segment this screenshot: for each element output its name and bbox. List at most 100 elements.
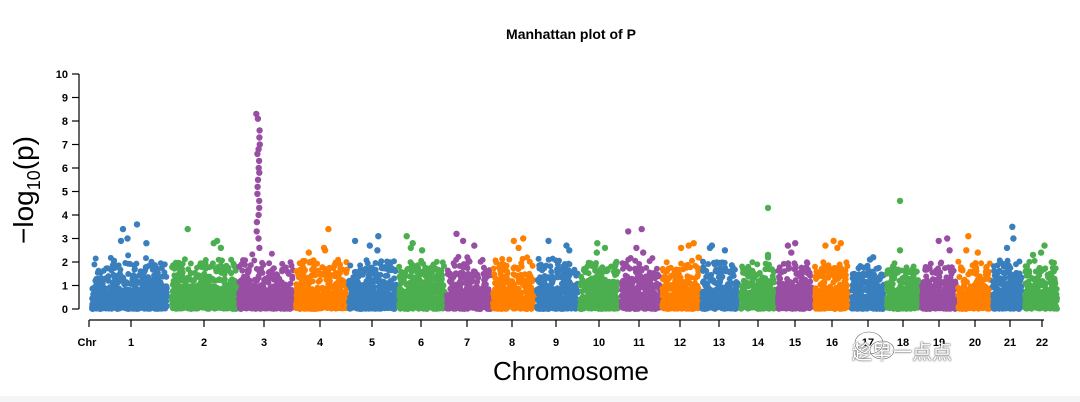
data-point	[435, 266, 442, 273]
data-point	[256, 268, 263, 275]
data-point	[317, 298, 324, 305]
data-point	[171, 298, 178, 305]
peak-point	[418, 247, 426, 254]
data-point	[632, 296, 639, 303]
data-point	[622, 290, 629, 296]
data-point	[155, 278, 162, 285]
data-point	[414, 268, 420, 275]
data-point	[209, 260, 216, 267]
data-point	[367, 291, 374, 298]
peak-point	[510, 237, 517, 245]
data-point	[503, 268, 510, 275]
data-point	[594, 301, 601, 308]
data-point	[540, 296, 547, 303]
data-point	[245, 281, 252, 288]
peak-point	[351, 237, 359, 245]
data-point	[626, 284, 632, 291]
data-point	[90, 295, 97, 302]
peak-point	[124, 235, 131, 242]
data-point	[410, 299, 417, 306]
peak-point	[640, 249, 647, 256]
data-point	[125, 271, 132, 277]
data-point	[177, 277, 184, 284]
data-point	[475, 274, 482, 281]
data-point	[189, 294, 196, 301]
data-point	[418, 294, 425, 301]
data-point	[492, 257, 499, 264]
data-point	[547, 274, 554, 281]
data-point	[318, 305, 325, 312]
data-point	[457, 281, 464, 288]
data-point	[266, 260, 273, 267]
data-point	[172, 305, 179, 312]
data-point	[433, 258, 440, 265]
data-point	[397, 303, 403, 310]
data-point	[138, 278, 145, 285]
data-point	[355, 280, 362, 287]
data-point	[279, 266, 286, 273]
data-point	[426, 304, 433, 311]
data-point	[334, 290, 341, 297]
peak-point	[566, 247, 573, 254]
data-point	[272, 298, 279, 304]
peak-point	[255, 235, 262, 242]
data-points	[89, 110, 1060, 312]
peak-point	[253, 228, 260, 235]
data-point	[650, 284, 657, 291]
data-point	[336, 285, 343, 292]
data-point	[190, 282, 196, 289]
data-point	[268, 250, 275, 257]
data-point	[111, 286, 118, 293]
data-point	[251, 257, 258, 264]
data-point	[595, 295, 602, 302]
chr-5-points	[346, 233, 399, 312]
data-point	[146, 298, 153, 305]
data-point	[510, 300, 517, 307]
data-point	[578, 280, 585, 286]
data-point	[581, 304, 588, 311]
peak-point	[515, 244, 522, 252]
peak-point	[374, 247, 381, 254]
data-point	[536, 265, 543, 272]
data-point	[301, 257, 308, 264]
data-point	[195, 297, 202, 304]
peak-point	[256, 169, 263, 176]
data-point	[136, 272, 143, 279]
data-point	[434, 274, 441, 281]
peak-point	[407, 244, 414, 252]
data-point	[162, 302, 169, 309]
data-point	[187, 304, 194, 310]
peak-point	[256, 134, 263, 141]
data-point	[523, 287, 530, 294]
data-point	[338, 277, 345, 284]
data-point	[182, 281, 189, 288]
peak-point	[459, 237, 467, 245]
data-point	[111, 257, 118, 264]
data-point	[499, 256, 506, 262]
peak-point	[638, 225, 645, 233]
data-point	[295, 299, 301, 306]
data-point	[409, 261, 416, 268]
data-point	[543, 262, 550, 269]
data-point	[122, 260, 129, 266]
data-point	[455, 253, 462, 260]
data-point	[275, 290, 282, 297]
data-point	[187, 289, 194, 296]
chr-6-points	[396, 233, 448, 312]
data-point	[263, 297, 270, 304]
data-point	[589, 284, 596, 290]
data-point	[295, 274, 302, 281]
data-point	[603, 291, 610, 298]
data-point	[643, 290, 650, 297]
data-point	[526, 275, 533, 282]
data-point	[383, 296, 390, 303]
data-point	[459, 302, 466, 309]
data-point	[382, 288, 389, 295]
peak-point	[253, 218, 261, 226]
data-point	[97, 294, 103, 301]
data-point	[404, 306, 411, 312]
peak-point	[254, 150, 261, 158]
data-point	[284, 268, 291, 275]
data-point	[260, 283, 267, 290]
